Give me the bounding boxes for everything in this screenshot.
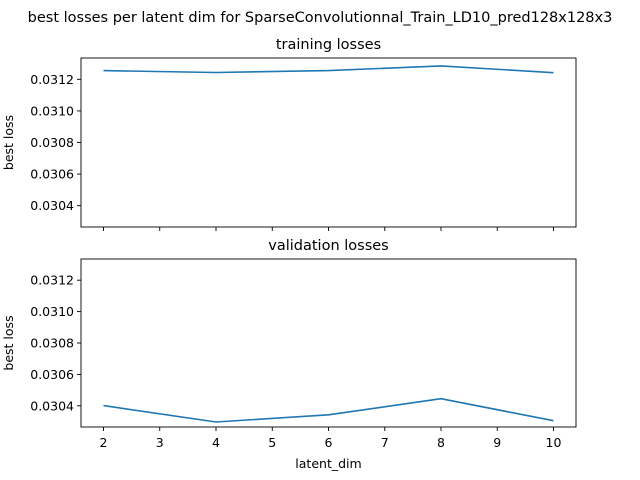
x-tick-label: 7: [381, 435, 389, 450]
y-tick-label: 0.0308: [30, 336, 74, 351]
y-tick-label: 0.0312: [30, 273, 74, 288]
subplots: training losses 0.0304 0.0306 0.0308 0.0310 0…: [1, 37, 577, 471]
y-tick-label: 0.0306: [30, 167, 74, 182]
x-tick-label: 6: [325, 435, 333, 450]
y-tick-label: 0.0304: [30, 198, 74, 213]
x-axis-label: latent_dim: [295, 456, 361, 471]
series-line: [103, 65, 554, 74]
x-tick-label: 5: [268, 435, 276, 450]
axes-frame: [80, 57, 577, 228]
x-tick-label: 9: [493, 435, 501, 450]
y-axis-label: best loss: [1, 115, 16, 170]
y-axis-label: best loss: [1, 315, 16, 370]
x-tick-label: 2: [100, 435, 108, 450]
x-tick-label: 10: [546, 435, 562, 450]
subplot-training: training losses 0.0304 0.0306 0.0308 0.0310 0…: [1, 37, 577, 231]
subplot-validation: validation losses 0.0304 0.0306 0.0308 0.031…: [1, 238, 577, 471]
figure-suptitle: best losses per latent dim for SparseCon…: [28, 10, 613, 26]
axes-frame: [80, 258, 577, 428]
subplot-title: validation losses: [268, 238, 388, 254]
y-tick-label: 0.0310: [30, 304, 74, 319]
x-tick-label: 4: [212, 435, 220, 450]
y-tick-label: 0.0310: [30, 103, 74, 118]
y-tick-label: 0.0312: [30, 72, 74, 87]
subplot-title: training losses: [276, 37, 381, 53]
y-tick-label: 0.0304: [30, 398, 74, 413]
x-tick-label: 3: [156, 435, 164, 450]
y-tick-label: 0.0308: [30, 135, 74, 150]
series-line: [103, 397, 554, 423]
y-tick-label: 0.0306: [30, 367, 74, 382]
x-tick-label: 8: [437, 435, 445, 450]
